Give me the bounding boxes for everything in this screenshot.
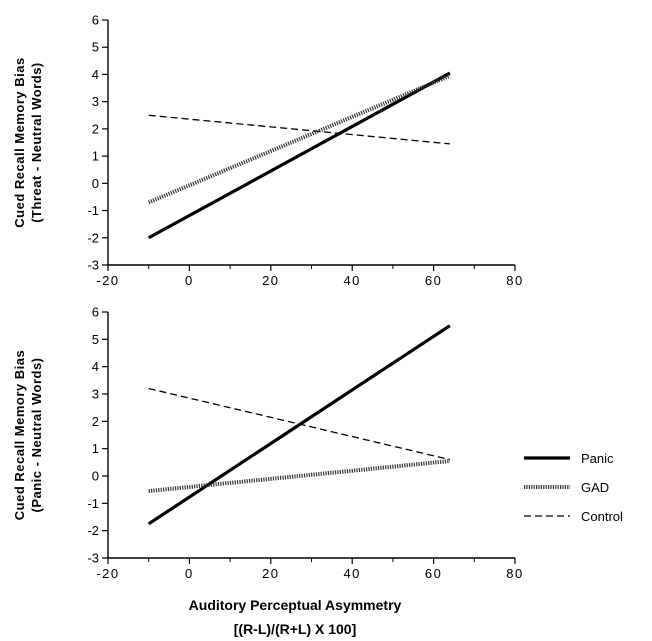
- y-tick-label: -3: [87, 258, 99, 273]
- y-tick-label: 6: [92, 305, 99, 320]
- y-tick-label: 5: [92, 40, 99, 55]
- y-tick-label: 0: [92, 176, 99, 191]
- x-tick-label: 80: [506, 273, 523, 288]
- y-axis-label-line: Cued Recall Memory Bias: [12, 57, 27, 227]
- y-tick-label: -2: [87, 230, 99, 245]
- y-tick-label: 0: [92, 469, 99, 484]
- series-line-panic: [147, 71, 451, 240]
- x-tick-label: 20: [262, 273, 279, 288]
- bottom-panel: -3 -2 -1 0 1 2 3 4 5 6 -20 0 20 40 60 80 Cued Recall Mem…: [12, 305, 523, 582]
- series-line-gad: [148, 458, 451, 494]
- y-tick-label: 2: [92, 121, 99, 136]
- x-tick-label: 20: [262, 566, 279, 581]
- x-tick-label: 60: [425, 273, 442, 288]
- series-line-control: [148, 114, 450, 145]
- x-tick-label: -20: [96, 566, 119, 581]
- x-tick-label: 40: [343, 566, 360, 581]
- y-tick-label: 4: [92, 359, 99, 374]
- y-tick-label: 3: [92, 94, 99, 109]
- series-line-gad: [147, 73, 451, 205]
- y-tick-label: 3: [92, 387, 99, 402]
- y-tick-label: -3: [87, 551, 99, 566]
- x-tick-label: 60: [425, 566, 442, 581]
- legend-label: Control: [581, 509, 623, 524]
- y-tick-label: -1: [87, 203, 99, 218]
- x-tick-label: 40: [343, 273, 360, 288]
- y-tick-label: 2: [92, 414, 99, 429]
- series-line-panic: [147, 324, 451, 526]
- y-axis-label-line: (Threat - Neutral Words): [29, 62, 44, 223]
- y-tick-label: 6: [92, 13, 99, 28]
- x-axis-label-line-1: Auditory Perceptual Asymmetry: [189, 597, 402, 613]
- y-tick-label: -2: [87, 523, 99, 538]
- y-axis-label-line: (Panic - Neutral Words): [29, 357, 44, 512]
- legend-label: GAD: [581, 480, 609, 495]
- x-axis-label-line-2: [(R-L)/(R+L) X 100]: [234, 621, 357, 637]
- x-tick-label: -20: [96, 273, 119, 288]
- y-tick-label: 4: [92, 67, 99, 82]
- series-line-control: [148, 387, 451, 461]
- y-tick-label: 1: [92, 149, 99, 164]
- legend-label: Panic: [581, 451, 614, 466]
- y-axis-label-line: Cued Recall Memory Bias: [12, 350, 27, 520]
- x-tick-label: 80: [506, 566, 523, 581]
- y-tick-label: -1: [87, 496, 99, 511]
- y-tick-label: 1: [92, 441, 99, 456]
- top-panel: -3 -2 -1 0 1 2 3 4 5 6 -20 0 20 40 60 80 Cued Recall Mem…: [12, 13, 523, 289]
- y-tick-label: 5: [92, 332, 99, 347]
- x-axis-label: Auditory Perceptual Asymmetry [(R-L)/(R+…: [189, 597, 402, 637]
- x-tick-label: 0: [185, 566, 194, 581]
- x-tick-label: 0: [185, 273, 194, 288]
- legend: Panic GAD Control: [524, 451, 623, 524]
